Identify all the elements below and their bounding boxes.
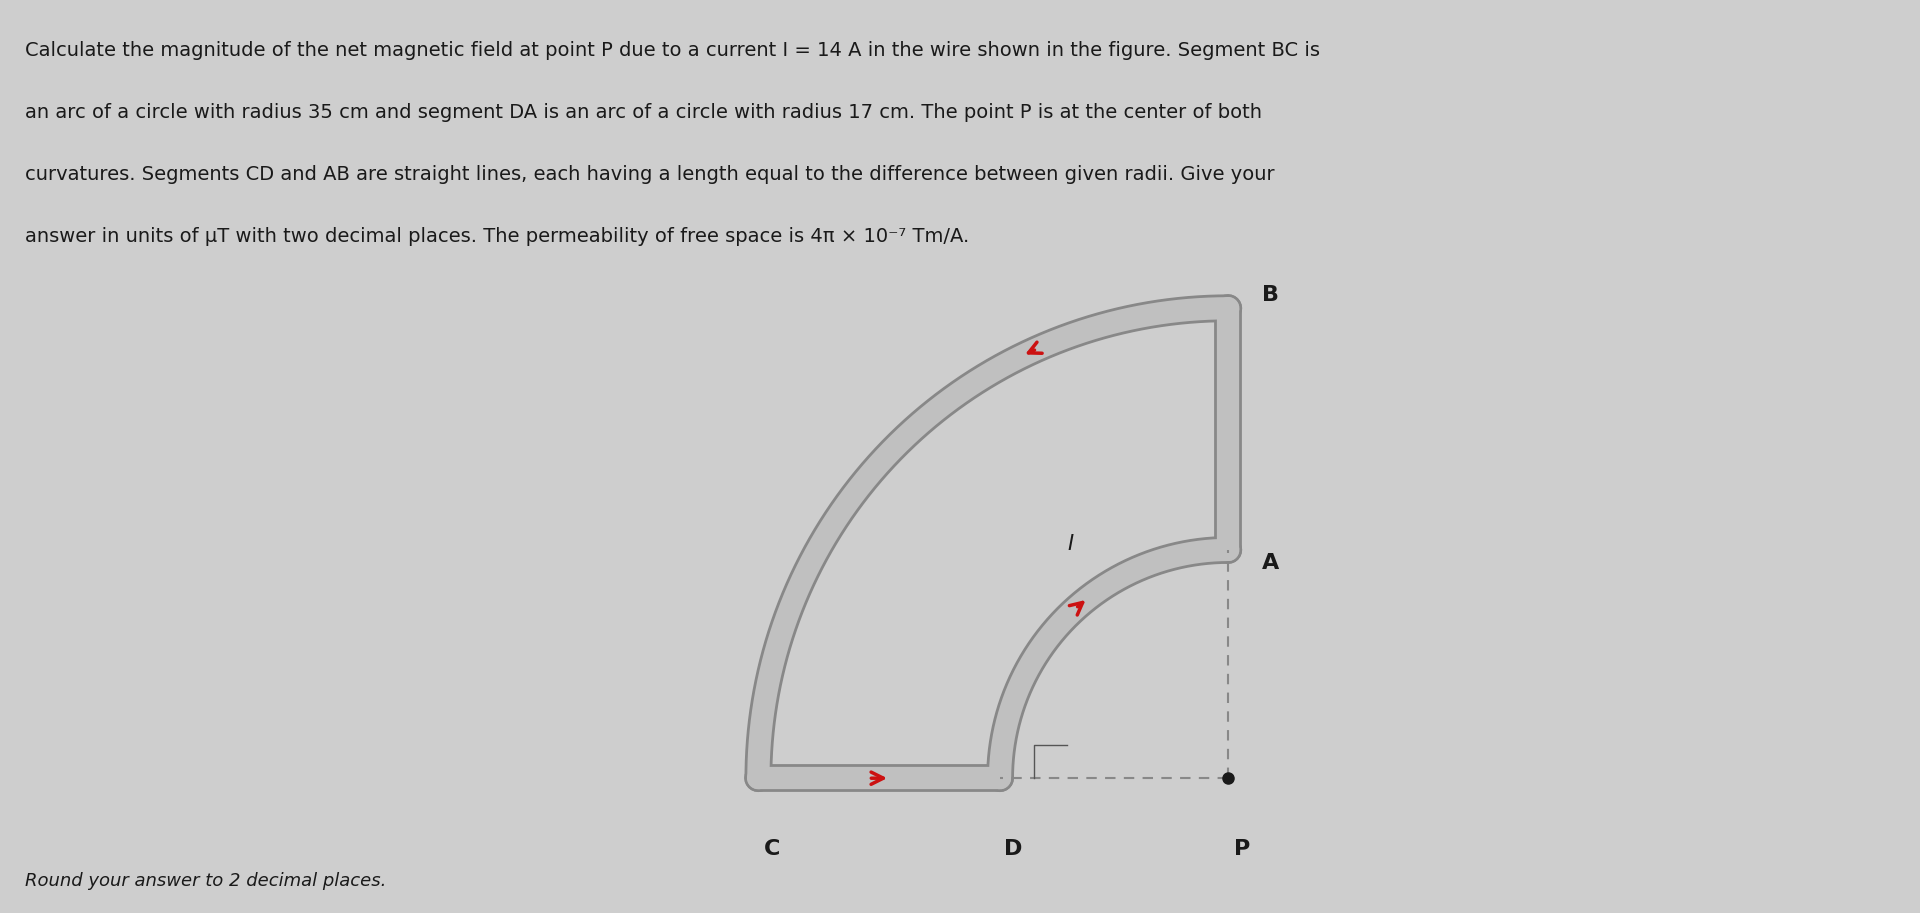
Text: C: C (764, 839, 780, 858)
Text: curvatures. Segments CD and AB are straight lines, each having a length equal to: curvatures. Segments CD and AB are strai… (25, 165, 1275, 184)
Text: an arc of a circle with radius 35 cm and segment DA is an arc of a circle with r: an arc of a circle with radius 35 cm and… (25, 103, 1261, 122)
Text: B: B (1261, 285, 1279, 305)
Text: A: A (1261, 553, 1279, 573)
Text: Round your answer to 2 decimal places.: Round your answer to 2 decimal places. (25, 872, 386, 890)
Text: P: P (1235, 839, 1250, 858)
Text: I: I (1068, 534, 1073, 554)
Text: answer in units of μT with two decimal places. The permeability of free space is: answer in units of μT with two decimal p… (25, 227, 970, 247)
Text: D: D (1004, 839, 1023, 858)
Text: Calculate the magnitude of the net magnetic field at point P due to a current I : Calculate the magnitude of the net magne… (25, 41, 1319, 60)
